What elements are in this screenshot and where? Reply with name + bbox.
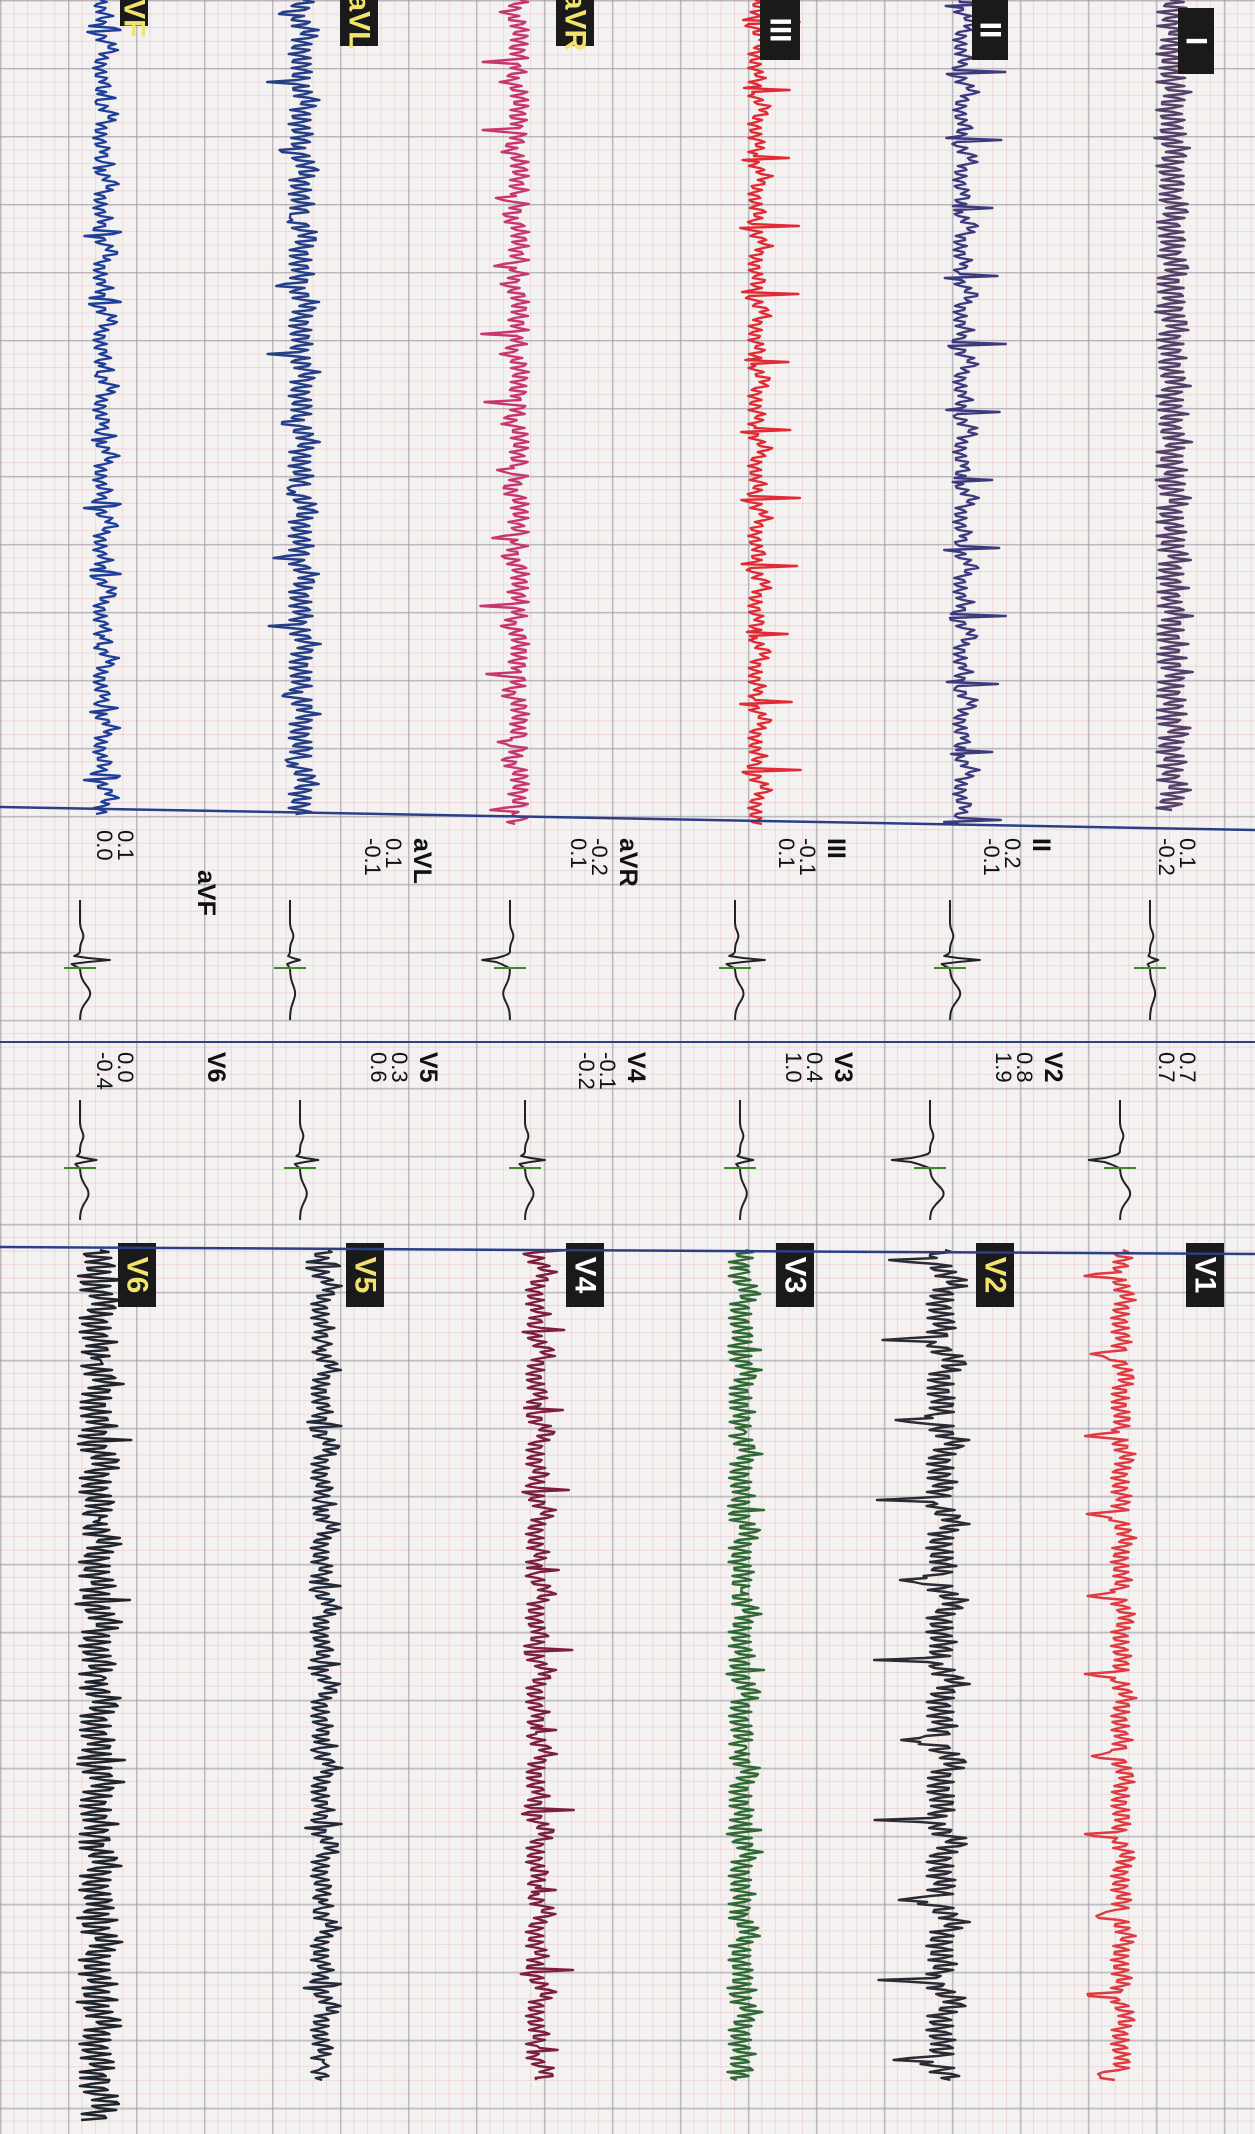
svg-text:-0.1: -0.1 [595,1052,620,1090]
strip-tag-I: I [1178,8,1214,74]
svg-text:V6: V6 [121,1257,154,1294]
strip-tag-III: III [760,0,800,60]
median-lead-v2: V2 0.8 1.9 [991,1052,1067,1083]
median-lead-v1: 0.7 0.7 [1154,1052,1200,1083]
median-lead-avl: aVL 0.1 -0.1 [360,838,436,884]
median-I [1146,900,1160,1021]
median-avR [481,900,515,1021]
svg-text:0.7: 0.7 [1154,1052,1179,1083]
median-V4 [518,1100,546,1220]
svg-text:V3: V3 [829,1052,857,1083]
svg-text:-0.2: -0.2 [574,1052,599,1090]
trace-V6 [74,1248,133,2122]
svg-text:0.7: 0.7 [1175,1052,1200,1083]
svg-text:aVR: aVR [559,0,592,52]
median-V3 [735,1100,755,1221]
median-V2 [890,1100,945,1221]
svg-text:V5: V5 [414,1052,442,1083]
svg-text:-0.1: -0.1 [360,838,385,876]
trace-avR [479,0,531,826]
trace-V5 [302,1248,344,2082]
trace-V4 [519,1248,575,2081]
svg-text:aVR: aVR [614,838,642,887]
strip-tag-avr: aVR [556,0,594,52]
svg-text:0.0: 0.0 [92,830,117,861]
svg-text:-0.2: -0.2 [1154,838,1179,876]
svg-text:V4: V4 [622,1052,650,1083]
svg-text:V4: V4 [569,1257,602,1294]
median-lead-v6: V6 0.0 -0.4 [92,1052,230,1090]
svg-text:0.6: 0.6 [366,1052,391,1083]
svg-text:II: II [1027,838,1055,852]
panel-separator-bottom [0,1245,1255,1256]
svg-text:-0.1: -0.1 [795,838,820,876]
trace-V1 [1083,1248,1138,2082]
svg-text:0.8: 0.8 [1012,1052,1037,1083]
median-lead-v4: V4 -0.1 -0.2 [574,1052,650,1090]
median-lead-v5: V5 0.3 0.6 [366,1052,442,1083]
median-V6 [74,1100,98,1220]
trace-I [1153,0,1195,812]
median-avF [70,900,111,1021]
median-V5 [293,1100,320,1221]
trace-avL [266,0,322,816]
trace-V3 [725,1248,766,2082]
strip-tag-v4: V4 [566,1243,604,1307]
median-II [940,900,981,1021]
svg-text:0.1: 0.1 [113,830,138,861]
svg-text:0.0: 0.0 [113,1052,138,1083]
trace-II [942,0,1007,826]
median-lead-avr: aVR -0.2 0.1 [566,838,642,887]
median-V1 [1087,1100,1132,1221]
median-lead-II: II 0.2 -0.1 [979,838,1055,876]
svg-text:1.9: 1.9 [991,1052,1016,1083]
svg-text:1.0: 1.0 [781,1052,806,1083]
svg-text:I: I [1180,37,1213,45]
svg-text:V2: V2 [979,1257,1012,1294]
panel-separator-top [0,805,1255,832]
svg-text:0.1: 0.1 [774,838,799,869]
median-lead-avf: aVF 0.1 0.0 [92,830,220,916]
svg-text:aVF: aVF [192,870,220,916]
strip-tag-avf: aVF [118,0,151,38]
svg-text:-0.1: -0.1 [979,838,1004,876]
svg-text:V3: V3 [779,1257,812,1294]
svg-text:III: III [822,838,850,859]
svg-text:0.4: 0.4 [802,1052,827,1083]
svg-text:aVF: aVF [118,0,151,38]
strip-tag-avl: aVL [340,0,378,50]
median-lead-III: III -0.1 0.1 [774,838,850,876]
strip-tag-v6: V6 [118,1243,156,1307]
svg-text:V5: V5 [349,1257,382,1294]
svg-text:aVL: aVL [343,0,376,50]
trace-III [739,0,802,826]
svg-text:V2: V2 [1039,1052,1067,1083]
svg-text:aVL: aVL [408,838,436,884]
svg-text:0.1: 0.1 [1175,838,1200,869]
median-lead-I: 0.1 -0.2 [1154,838,1200,876]
median-III [725,900,766,1020]
svg-text:-0.2: -0.2 [587,838,612,876]
svg-text:III: III [764,17,797,42]
strip-tag-II: II [972,0,1008,60]
svg-text:-0.4: -0.4 [92,1052,117,1090]
trace-V2 [872,1248,972,2082]
svg-text:0.1: 0.1 [381,838,406,869]
strip-tag-v3: V3 [776,1243,814,1307]
svg-text:0.2: 0.2 [1000,838,1025,869]
svg-text:V1: V1 [1189,1257,1222,1294]
svg-text:0.1: 0.1 [566,838,591,869]
svg-text:V6: V6 [202,1052,230,1083]
median-lead-v3: V3 0.4 1.0 [781,1052,857,1083]
median-avL [286,900,301,1021]
svg-text:II: II [974,22,1007,39]
trace-avF [82,0,123,816]
svg-text:0.3: 0.3 [387,1052,412,1083]
strip-tag-v5: V5 [346,1243,384,1307]
